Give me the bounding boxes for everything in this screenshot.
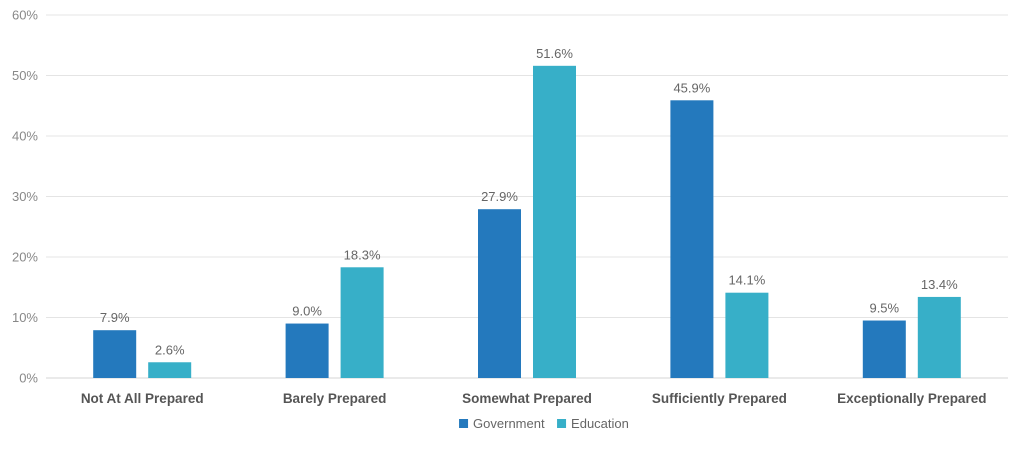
data-label: 27.9% — [481, 189, 518, 204]
data-labels: 7.9% 2.6% 9.0% 18.3% 27.9% 51.6% 45.9% 14.1% 9.5… — [100, 46, 958, 357]
category-label: Barely Prepared — [283, 391, 387, 406]
data-label: 13.4% — [921, 277, 958, 292]
legend: Government Education — [459, 416, 629, 431]
bar-government — [93, 330, 137, 378]
bars — [93, 65, 961, 379]
bar-education — [533, 65, 576, 378]
bar-education — [917, 296, 961, 378]
bar-government — [862, 320, 906, 378]
data-label: 45.9% — [673, 80, 710, 95]
bar-education — [725, 292, 769, 378]
data-label: 18.3% — [344, 247, 381, 262]
gridlines — [46, 14, 1008, 379]
bar-government — [285, 323, 329, 378]
bar-government — [670, 100, 714, 379]
y-tick-label: 30% — [12, 189, 38, 204]
x-axis-category-labels: Not At All Prepared Barely Prepared Somewh… — [81, 391, 987, 406]
bar-education — [148, 362, 192, 378]
y-tick-label: 20% — [12, 250, 38, 265]
y-axis-tick-labels: 0% 10% 20% 30% 40% 50% 60% — [12, 8, 38, 386]
bar-government — [478, 209, 521, 378]
bar-education — [340, 267, 384, 378]
category-label: Not At All Prepared — [81, 391, 204, 406]
y-tick-label: 60% — [12, 8, 38, 23]
legend-label: Government — [473, 416, 545, 431]
data-label: 2.6% — [155, 342, 185, 357]
data-label: 7.9% — [100, 310, 130, 325]
category-label: Exceptionally Prepared — [837, 391, 986, 406]
category-label: Sufficiently Prepared — [652, 391, 787, 406]
data-label: 9.5% — [869, 301, 899, 316]
y-tick-label: 10% — [12, 310, 38, 325]
legend-label: Education — [571, 416, 629, 431]
category-label: Somewhat Prepared — [462, 391, 592, 406]
data-label: 14.1% — [728, 273, 765, 288]
y-tick-label: 40% — [12, 129, 38, 144]
y-tick-label: 50% — [12, 68, 38, 83]
legend-swatch-education — [557, 419, 567, 428]
data-label: 9.0% — [292, 304, 322, 319]
y-tick-label: 0% — [19, 371, 38, 386]
data-label: 51.6% — [536, 46, 573, 61]
legend-swatch-government — [459, 419, 469, 428]
